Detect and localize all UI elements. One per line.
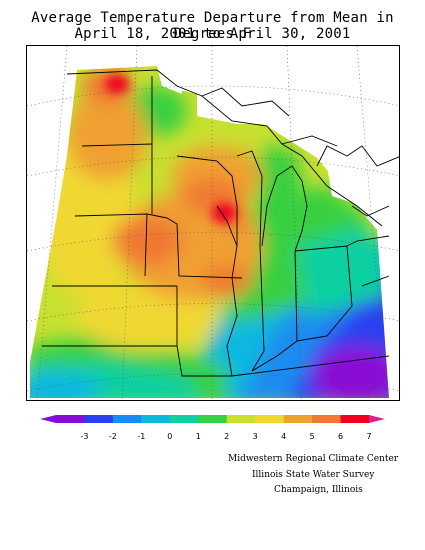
legend-tick-label: -2 (109, 432, 117, 441)
legend-swatch (340, 415, 370, 423)
legend-arrow-left (40, 415, 56, 423)
temperature-field (30, 66, 389, 398)
legend-swatch (255, 415, 285, 423)
legend-tick-label: 0 (167, 432, 172, 441)
legend-swatch (169, 415, 199, 423)
legend-tick-label: -1 (137, 432, 145, 441)
legend-arrow-right (369, 415, 385, 423)
legend-swatch (141, 415, 171, 423)
legend-swatch (198, 415, 228, 423)
legend-tick-label: -3 (80, 432, 88, 441)
map-canvas (27, 46, 399, 400)
legend-swatch (56, 415, 85, 423)
map-title-line-1: Average Temperature Departure from Mean … (31, 10, 394, 42)
legend-tick-label: 6 (338, 432, 343, 441)
legend-tick-label: 7 (366, 432, 371, 441)
credit-organization: Midwestern Regional Climate Center (228, 454, 399, 464)
map-title-line-2: April 18, 2001 to April 30, 2001 (74, 26, 351, 42)
legend-tick-label: 4 (281, 432, 286, 441)
state-boundaries (42, 69, 399, 377)
legend-tick-label: 2 (224, 432, 229, 441)
legend-swatch (312, 415, 342, 423)
credit-survey: Illinois State Water Survey (252, 470, 375, 480)
credit-location: Champaign, Illinois (274, 485, 363, 495)
graticule-lines (27, 46, 399, 400)
legend-tick-label: 1 (196, 432, 201, 441)
legend-swatch (226, 415, 256, 423)
legend-tick-label: 5 (310, 432, 315, 441)
legend-swatch (283, 415, 313, 423)
legend-swatch (112, 415, 142, 423)
legend-swatch (84, 415, 114, 423)
temperature-departure-map (26, 45, 400, 401)
legend-tick-label: 3 (253, 432, 258, 441)
color-scale-legend: -3 -2 -1 0 1 2 3 4 5 6 7 (40, 415, 385, 441)
